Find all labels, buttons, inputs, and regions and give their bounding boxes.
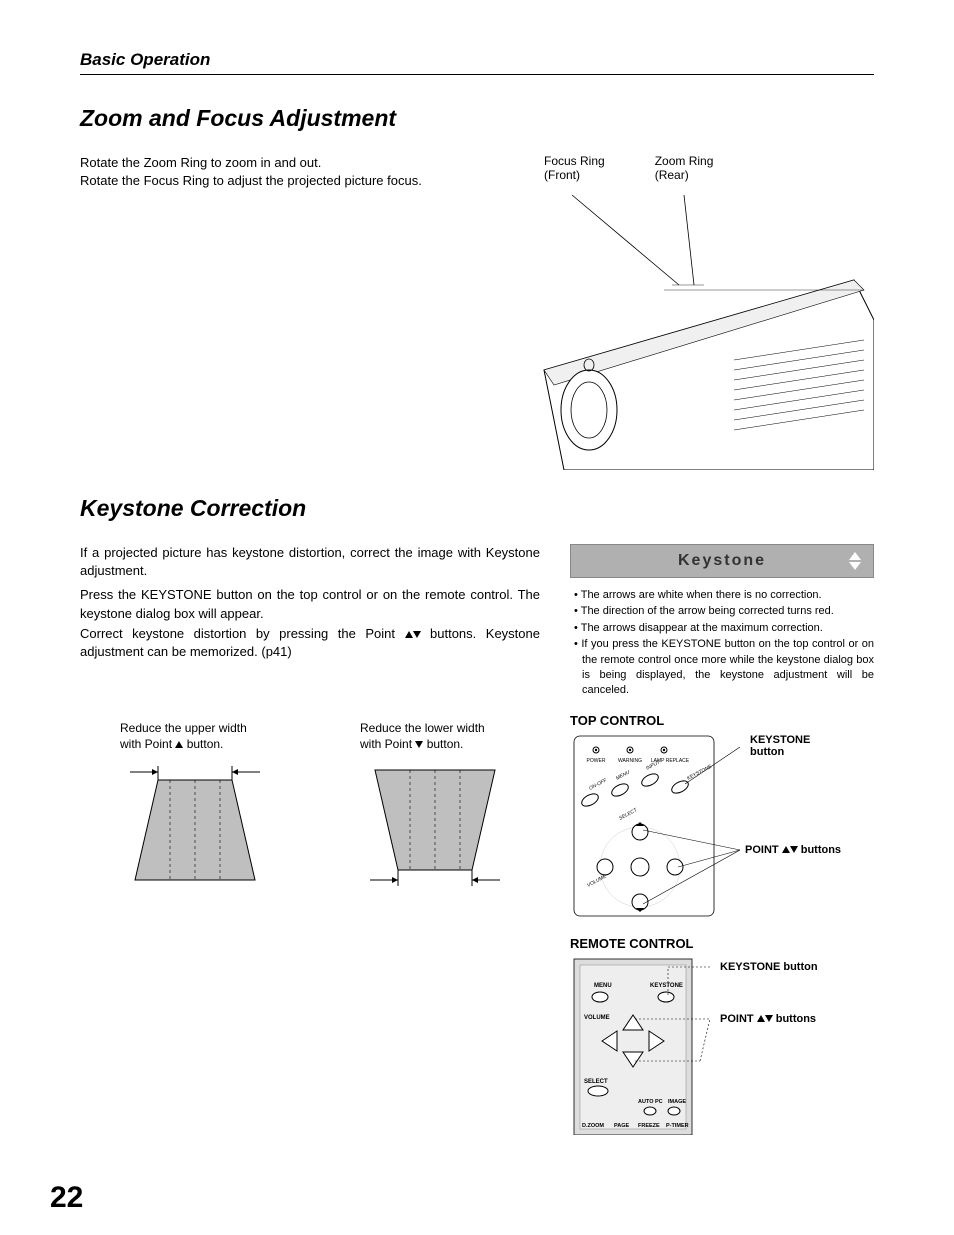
- remote-control-figure: MENU KEYSTONE VOLUME SELECT AUTO PC IMAG…: [570, 955, 874, 1135]
- trap-lower-block: Reduce the lower width with Point button…: [360, 721, 540, 897]
- keystone-dialog-label: Keystone: [678, 552, 766, 570]
- keystone-right-col: Keystone The arrows are white when there…: [570, 544, 874, 1135]
- bullet-item: If you press the KEYSTONE button on the …: [574, 637, 874, 699]
- top-control-diagram: POWER WARNING LAMP REPLACE ON-OFF MENU I…: [570, 732, 740, 922]
- trap-upper-block: Reduce the upper width with Point button…: [120, 721, 300, 897]
- keystone-dialog-box: Keystone: [570, 544, 874, 578]
- remote-control-heading: REMOTE CONTROL: [570, 936, 874, 951]
- keystone-title: Keystone Correction: [80, 495, 874, 522]
- remote-keystone-callout: KEYSTONE button: [720, 961, 818, 973]
- svg-text:MENU: MENU: [594, 983, 612, 989]
- down-icon: [790, 846, 798, 853]
- svg-text:VOLUME: VOLUME: [584, 1015, 610, 1021]
- remote-diagram: MENU KEYSTONE VOLUME SELECT AUTO PC IMAG…: [570, 955, 710, 1135]
- up-icon: [757, 1015, 765, 1022]
- top-control-heading: TOP CONTROL: [570, 713, 874, 728]
- up-icon: [782, 846, 790, 853]
- bullet-item: The arrows disappear at the maximum corr…: [574, 621, 874, 636]
- down-icon: [765, 1015, 773, 1022]
- svg-text:FREEZE: FREEZE: [638, 1123, 660, 1129]
- projector-illustration: [534, 190, 874, 470]
- ks-p1: If a projected picture has keystone dist…: [80, 544, 540, 580]
- focus-ring-label: Focus Ring (Front): [544, 154, 605, 182]
- up-icon: [405, 631, 413, 638]
- svg-text:SELECT: SELECT: [584, 1079, 608, 1085]
- keystone-text-col: If a projected picture has keystone dist…: [80, 544, 540, 1135]
- trap-lower-caption: Reduce the lower width with Point button…: [360, 721, 540, 752]
- ks-p3: Correct keystone distortion by pressing …: [80, 625, 540, 661]
- zoom-ring-label: Zoom Ring (Rear): [655, 154, 714, 182]
- ring-labels: Focus Ring (Front) Zoom Ring (Rear): [534, 154, 874, 182]
- zoom-row: Rotate the Zoom Ring to zoom in and out.…: [80, 154, 874, 475]
- zoom-line1: Rotate the Zoom Ring to zoom in and out.: [80, 154, 504, 172]
- manual-page: Basic Operation Zoom and Focus Adjustmen…: [0, 0, 954, 1235]
- zoom-line2: Rotate the Focus Ring to adjust the proj…: [80, 172, 504, 190]
- keystone-row: If a projected picture has keystone dist…: [80, 544, 874, 1135]
- keystone-bullets: The arrows are white when there is no co…: [570, 588, 874, 699]
- svg-text:AUTO PC: AUTO PC: [638, 1099, 663, 1105]
- trapezoid-lower-icon: [360, 762, 510, 892]
- zoom-figure-col: Focus Ring (Front) Zoom Ring (Rear): [534, 154, 874, 475]
- svg-text:KEYSTONE: KEYSTONE: [650, 983, 683, 989]
- point-btn-callout: POINT buttons: [745, 844, 841, 856]
- svg-text:D.ZOOM: D.ZOOM: [582, 1123, 604, 1129]
- breadcrumb: Basic Operation: [80, 50, 874, 75]
- keystone-btn-callout: KEYSTONEbutton: [750, 734, 840, 758]
- trapezoid-row: Reduce the upper width with Point button…: [80, 721, 540, 897]
- power-label: POWER: [587, 758, 606, 764]
- keystone-dialog-arrows-icon: [849, 552, 861, 570]
- ks-p2: Press the KEYSTONE button on the top con…: [80, 586, 540, 622]
- svg-text:PAGE: PAGE: [614, 1123, 630, 1129]
- trap-upper-caption: Reduce the upper width with Point button…: [120, 721, 300, 752]
- svg-text:IMAGE: IMAGE: [668, 1099, 686, 1105]
- warning-label: WARNING: [618, 758, 642, 764]
- remote-point-callout: POINT buttons: [720, 1013, 816, 1025]
- svg-text:P-TIMER: P-TIMER: [666, 1123, 689, 1129]
- zoom-text-col: Rotate the Zoom Ring to zoom in and out.…: [80, 154, 504, 475]
- down-icon: [413, 631, 421, 638]
- bullet-item: The arrows are white when there is no co…: [574, 588, 874, 603]
- page-number: 22: [50, 1181, 83, 1215]
- top-control-figure: POWER WARNING LAMP REPLACE ON-OFF MENU I…: [570, 732, 874, 922]
- bullet-item: The direction of the arrow being correct…: [574, 604, 874, 619]
- zoom-title: Zoom and Focus Adjustment: [80, 105, 874, 132]
- trapezoid-upper-icon: [120, 762, 270, 892]
